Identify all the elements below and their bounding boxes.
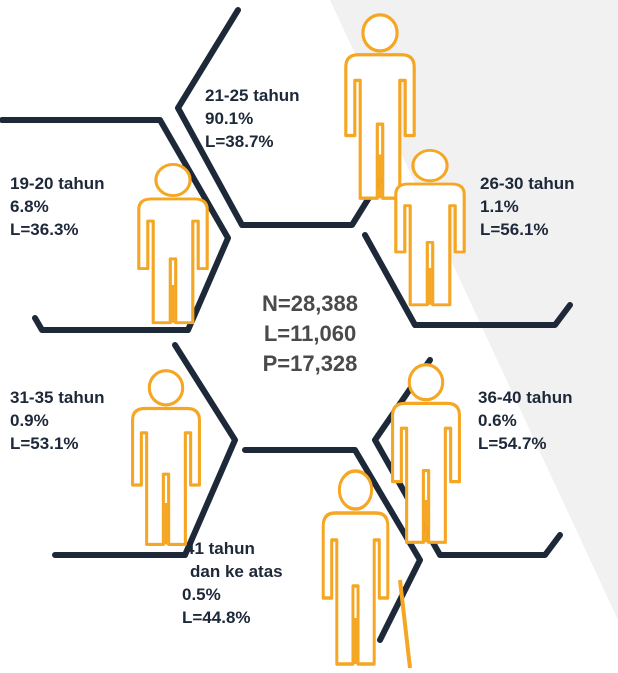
frame-line bbox=[52, 342, 238, 558]
age-label: dan ke atas bbox=[190, 562, 283, 581]
male-label: L=36.3% bbox=[10, 220, 79, 239]
person-icon bbox=[321, 469, 390, 666]
frame-line bbox=[0, 117, 231, 333]
male-label: L=54.7% bbox=[478, 434, 547, 453]
male-label: L=56.1% bbox=[480, 220, 549, 239]
frame-line bbox=[175, 7, 383, 228]
center-total: P=17,328 bbox=[263, 351, 358, 376]
share-label: 90.1% bbox=[205, 109, 253, 128]
age-label: 21-25 tahun bbox=[205, 86, 299, 105]
male-label: L=53.1% bbox=[10, 434, 79, 453]
age-label: 41 tahun bbox=[185, 539, 255, 558]
male-label: L=44.8% bbox=[182, 608, 251, 627]
share-label: 6.8% bbox=[10, 197, 49, 216]
center-total: N=28,388 bbox=[262, 291, 358, 316]
age-label: 26-30 tahun bbox=[480, 174, 574, 193]
share-label: 0.5% bbox=[182, 585, 221, 604]
cane bbox=[398, 579, 412, 669]
share-label: 1.1% bbox=[480, 197, 519, 216]
frame-line bbox=[242, 447, 423, 643]
male-label: L=38.7% bbox=[205, 132, 274, 151]
share-label: 0.9% bbox=[10, 411, 49, 430]
person-icon bbox=[130, 369, 202, 546]
background-shape bbox=[330, 0, 618, 620]
person-icon bbox=[390, 363, 462, 544]
frame-line bbox=[362, 232, 573, 328]
age-label: 19-20 tahun bbox=[10, 174, 104, 193]
center-total: L=11,060 bbox=[264, 321, 356, 346]
age-label: 31-35 tahun bbox=[10, 388, 104, 407]
age-label: 36-40 tahun bbox=[478, 388, 572, 407]
share-label: 0.6% bbox=[478, 411, 517, 430]
